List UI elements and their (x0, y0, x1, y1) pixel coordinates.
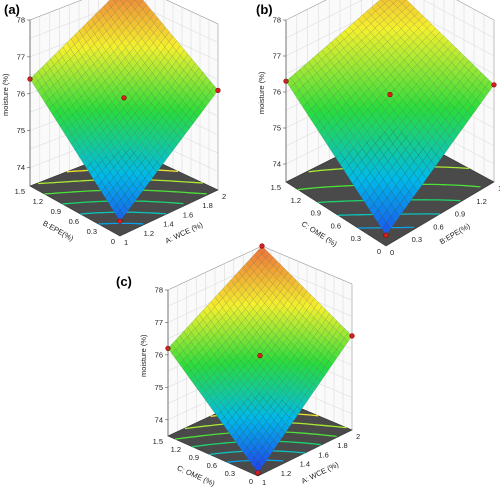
z-tick-label: 75 (17, 126, 25, 135)
z-tick-label: 77 (17, 52, 25, 61)
x-tick-label: 1 (262, 478, 266, 487)
z-tick-label: 77 (155, 318, 163, 327)
y-tick-label: 0.3 (87, 227, 97, 236)
z-tick-label: 78 (17, 16, 25, 25)
z-axis: 74 75 76 77 78 moisture (%) (257, 16, 287, 182)
z-tick-label: 76 (273, 88, 281, 97)
y-tick-label: 1.5 (15, 187, 25, 196)
y-tick-label: 1.2 (291, 196, 301, 205)
y-tick-label: 0.6 (69, 217, 79, 226)
y-tick-label: 1.5 (153, 437, 163, 446)
design-point (215, 87, 221, 93)
design-point (387, 91, 393, 98)
x-tick-label: 0.9 (455, 210, 465, 219)
z-tick-label: 78 (155, 286, 163, 295)
design-point (491, 82, 497, 88)
x-tick-label: 1.8 (337, 441, 347, 450)
x-tick-label: 1.4 (300, 460, 310, 469)
z-tick-label: 77 (273, 52, 281, 61)
z-tick-label: 75 (155, 383, 163, 392)
design-points (165, 243, 355, 476)
surface-cell (254, 461, 263, 474)
panel-label: (b) (256, 2, 273, 17)
y-tick-label: 0 (111, 237, 115, 246)
x-tick-label: 1.2 (281, 469, 291, 478)
design-point (117, 218, 123, 224)
x-tick-label: 1.6 (318, 450, 328, 459)
y-tick-label: 0.3 (225, 469, 235, 478)
design-point (121, 95, 127, 101)
wall-grid-line (285, 0, 495, 39)
x-tick-label: 1.8 (202, 201, 212, 210)
y-tick-label: 1.2 (33, 197, 43, 206)
y-tick-label: 0.9 (311, 209, 321, 218)
z-axis-label: moisture (%) (1, 73, 10, 116)
y-tick-label: 0.6 (331, 221, 341, 230)
z-axis-label: moisture (%) (139, 334, 148, 377)
z-axis: 74 75 76 77 78 moisture (%) (1, 16, 31, 186)
x-tick-label: 1.5 (498, 184, 500, 193)
x-tick-label: 2 (222, 192, 226, 201)
y-tick-label: 0.3 (351, 234, 361, 243)
x-tick-label: 1.6 (183, 210, 193, 219)
surface-cell (381, 222, 391, 236)
x-tick-label: 1 (124, 238, 128, 247)
z-tick-label: 75 (273, 124, 281, 133)
y-tick-label: 1.5 (271, 183, 281, 192)
response-surface (29, 0, 219, 222)
z-tick-label: 74 (273, 160, 281, 169)
z-axis: 74 75 76 77 78 moisture (%) (139, 286, 169, 436)
x-tick-label: 1.4 (163, 220, 173, 229)
y-tick-label: 0 (249, 477, 253, 486)
y-tick-label: 0.9 (51, 207, 61, 216)
design-points (283, 78, 497, 238)
design-point (255, 470, 261, 476)
y-tick-label: 0 (377, 247, 381, 256)
response-surface (167, 245, 353, 474)
x-tick-label: 1.2 (476, 197, 486, 206)
y-tick-label: 0.9 (189, 453, 199, 462)
z-tick-label: 74 (155, 415, 163, 424)
x-tick-label: 2 (356, 432, 360, 441)
x-tick-label: 0.3 (412, 235, 422, 244)
design-point (383, 232, 389, 238)
z-tick-label: 78 (273, 16, 281, 25)
y-tick-label: 1.2 (171, 445, 181, 454)
x-tick-label: 1.2 (144, 229, 154, 238)
x-tick-label: 0 (390, 248, 394, 257)
design-point (257, 353, 263, 359)
design-point (259, 243, 265, 249)
z-tick-label: 76 (17, 89, 25, 98)
z-axis-label: moisture (%) (257, 71, 266, 114)
panel-label: (a) (4, 2, 20, 17)
design-point (349, 333, 355, 339)
y-tick-label: 0.6 (207, 461, 217, 470)
z-tick-label: 74 (17, 163, 25, 172)
surface-cell (116, 209, 125, 222)
response-surface (285, 0, 495, 236)
panel-label: (c) (116, 274, 132, 289)
z-tick-label: 76 (155, 350, 163, 359)
x-tick-label: 0.6 (433, 222, 443, 231)
